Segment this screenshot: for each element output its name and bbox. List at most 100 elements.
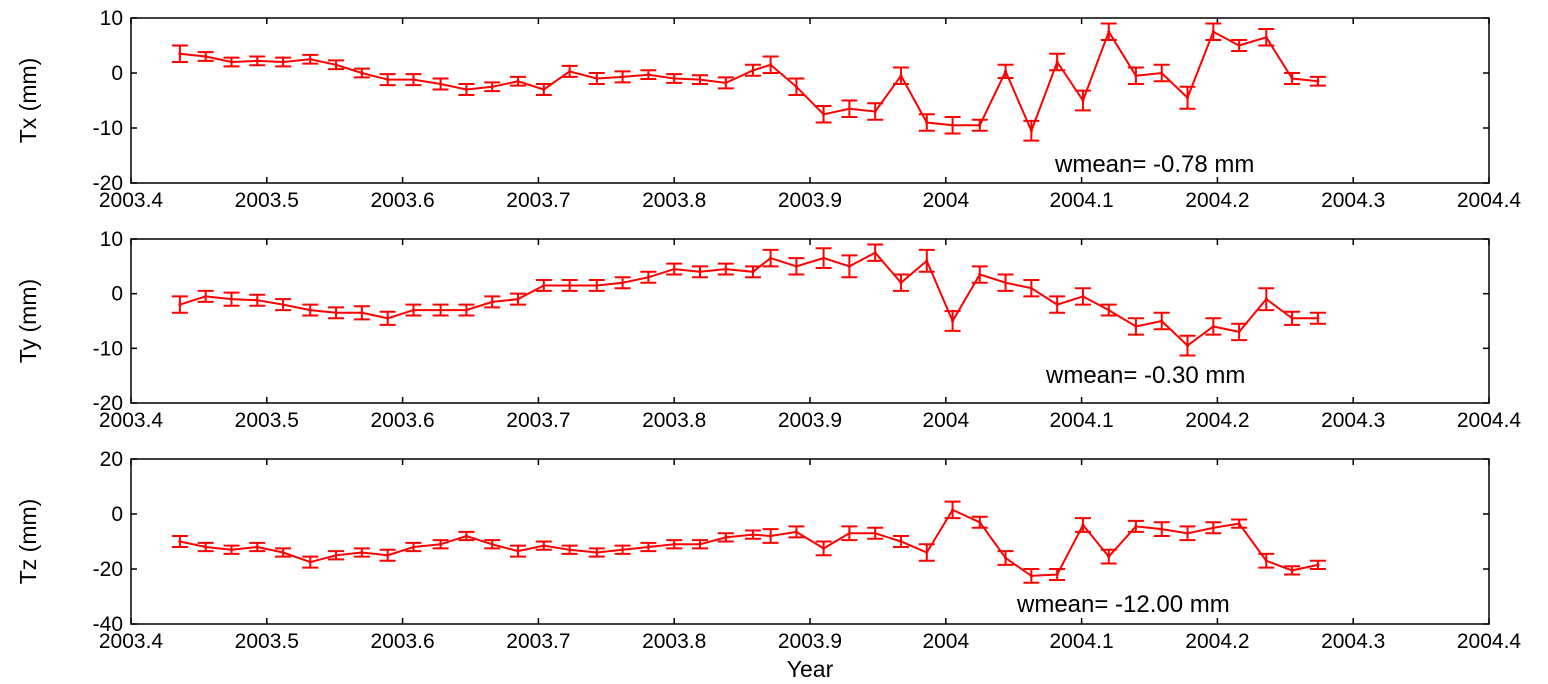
tx-data-point [334, 63, 338, 67]
ty-data-point [769, 256, 773, 260]
tz-data-point [978, 520, 982, 524]
tz-data-point [308, 560, 312, 564]
tz-data-point [1107, 555, 1111, 559]
tz-data-point [542, 544, 546, 548]
tx-data-point [542, 88, 546, 91]
ty-data-point [439, 308, 443, 312]
ty-data-point [178, 303, 182, 307]
tx-data-point [925, 121, 929, 124]
ty-x-tick-label: 2004.1 [1049, 409, 1113, 432]
tx-data-point [439, 82, 443, 86]
tz-data-point [568, 548, 572, 552]
ty-data-point [542, 283, 546, 287]
tz-data-point [1029, 574, 1033, 578]
tz-data-point [595, 551, 599, 554]
tx-data-point [1237, 44, 1241, 47]
ty-data-point [229, 297, 233, 301]
tx-data-point [178, 52, 182, 56]
tx-data-point [978, 123, 982, 127]
ty-data-point [1211, 324, 1215, 328]
tx-data-point [951, 123, 955, 127]
ty-x-tick-label: 2003.4 [99, 409, 164, 432]
tx-data-point [464, 88, 468, 91]
tz-data-point [873, 531, 877, 535]
ty-data-point [1316, 316, 1320, 320]
tx-data-point [1081, 99, 1085, 102]
ty-data-point [1160, 319, 1164, 323]
tz-data-point [1055, 573, 1059, 576]
ty-data-point [1004, 281, 1008, 285]
tx-wmean-annotation: wmean= -0.78 mm [1054, 151, 1254, 178]
tz-x-tick-label: 2003.9 [778, 630, 842, 653]
ty-data-point [1029, 286, 1033, 290]
ty-x-tick-label: 2003.6 [370, 409, 434, 432]
tz-x-axis-title: Year [787, 656, 834, 682]
tx-x-tick-label: 2003.8 [642, 189, 706, 212]
tz-data-point [1237, 522, 1241, 526]
ty-data-point [1134, 324, 1138, 328]
tz-data-point [516, 549, 520, 553]
ty-data-point [698, 270, 702, 274]
tz-data-point [951, 508, 955, 512]
tx-y-tick-label: -10 [93, 117, 123, 140]
tx-data-point [751, 68, 755, 72]
tz-data-point [751, 533, 755, 537]
tx-x-tick-label: 2003.7 [506, 189, 570, 212]
ty-x-tick-label: 2003.7 [506, 409, 570, 432]
tx-data-point [1211, 30, 1215, 34]
tx-data-point [873, 110, 877, 113]
ty-data-point [794, 264, 798, 268]
ty-data-point [724, 267, 728, 271]
tz-data-point [769, 534, 773, 538]
tz-data-point [794, 530, 798, 534]
tz-data-point [204, 545, 208, 549]
tx-data-point [621, 75, 625, 79]
tx-x-tick-label: 2003.9 [778, 189, 842, 212]
tx-x-tick-label: 2003.5 [235, 189, 299, 212]
tx-data-point [204, 55, 208, 58]
tx-data-point [822, 112, 826, 116]
tx-data-point [1290, 77, 1294, 80]
ty-data-point [490, 300, 494, 304]
tx-x-tick-label: 2004.3 [1321, 189, 1385, 212]
ty-y-tick-label: 10 [100, 228, 123, 251]
tx-x-tick-label: 2003.6 [370, 189, 434, 212]
ty-data-point [621, 281, 625, 285]
ty-data-point [464, 308, 468, 312]
tz-data-point [672, 542, 676, 546]
ty-data-point [1186, 344, 1190, 348]
ty-data-point [899, 281, 903, 285]
tz-x-tick-label: 2003.8 [642, 630, 706, 653]
ty-data-point [751, 270, 755, 274]
tx-data-point [1160, 71, 1164, 75]
tz-x-tick-label: 2004.1 [1049, 630, 1113, 653]
tx-data-point [255, 59, 259, 63]
ty-y-axis-title: Ty (mm) [15, 279, 41, 363]
tx-x-tick-label: 2004.1 [1049, 189, 1113, 212]
tx-data-point [899, 74, 903, 78]
tz-x-tick-label: 2004 [922, 630, 969, 653]
ty-data-point [595, 283, 599, 287]
tz-data-point [1186, 531, 1190, 535]
tx-data-point [1134, 74, 1138, 78]
ty-data-point [1264, 297, 1268, 301]
tx-y-tick-label: -20 [93, 172, 123, 195]
ty-data-point [925, 259, 929, 263]
tx-data-point [386, 78, 390, 82]
ty-data-point [978, 273, 982, 277]
tx-data-point [672, 77, 676, 80]
ty-data-point [822, 256, 826, 260]
tz-panel: 2003.4 2003.5 2003.6 2003.7 2003.8 2003.9 2004… [15, 448, 1521, 682]
tx-y-tick-label: 0 [111, 62, 123, 85]
tz-data-point [899, 540, 903, 543]
ty-data-point [951, 319, 955, 323]
tz-y-axis-title: Tz (mm) [15, 499, 41, 585]
tz-data-point [464, 534, 468, 538]
tz-data-point [698, 542, 702, 546]
tx-data-point [411, 78, 415, 82]
tz-x-tick-label: 2004.2 [1185, 630, 1249, 653]
tz-data-point [411, 545, 415, 549]
tz-y-tick-label: -20 [93, 558, 123, 581]
